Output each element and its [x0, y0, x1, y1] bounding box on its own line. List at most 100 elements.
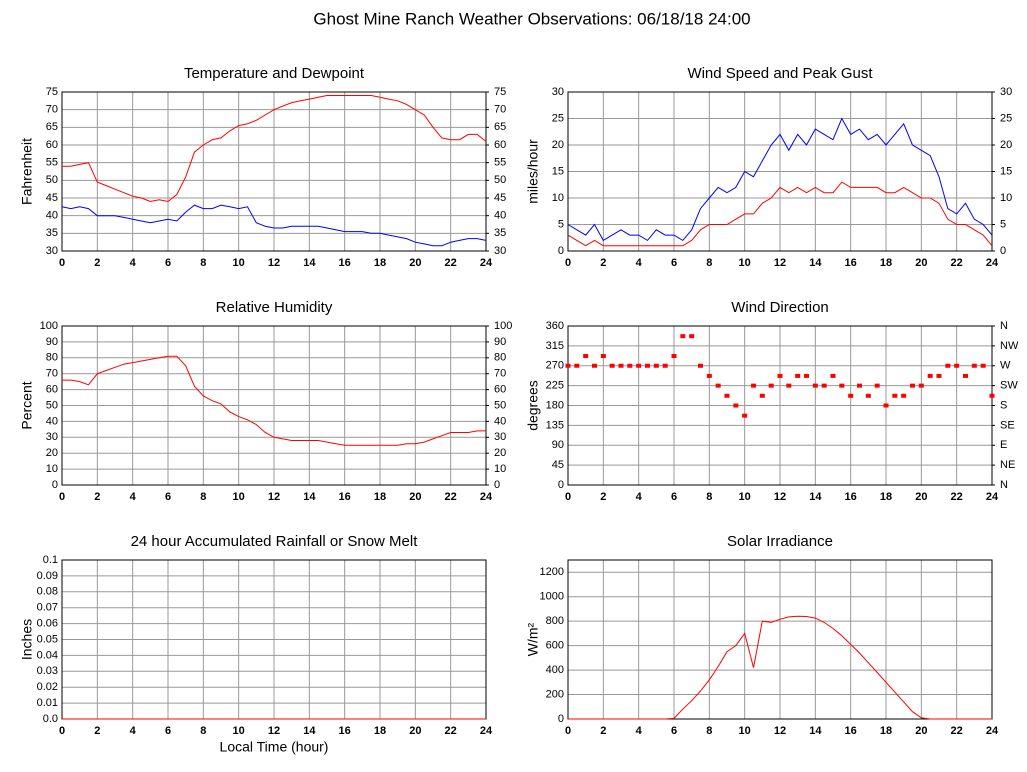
y2-tick-label: 0: [1000, 245, 1006, 257]
y-axis-label: Inches: [19, 619, 35, 660]
data-point: [963, 373, 968, 378]
y-tick-label: 1200: [540, 566, 564, 578]
x-tick-label: 2: [94, 491, 100, 503]
y-tick-label: 0.1: [43, 554, 58, 566]
y-tick-label: 30: [46, 431, 58, 443]
data-point: [786, 383, 792, 388]
y-tick-label: 400: [546, 664, 564, 676]
x-tick-label: 0: [59, 491, 65, 503]
y-tick-label: 90: [46, 336, 58, 348]
y-tick-label: 45: [552, 459, 564, 471]
y2-tick-label: 20: [494, 447, 506, 459]
data-point: [804, 373, 809, 378]
y-tick-label: 1000: [540, 591, 564, 603]
data-point: [583, 354, 589, 359]
x-tick-label: 18: [374, 491, 386, 503]
y2-tick-label: 50: [494, 174, 506, 186]
data-point: [865, 393, 871, 398]
x-tick-label: 20: [409, 491, 421, 503]
y2-tick-label: NW: [1000, 340, 1019, 352]
data-line: [62, 95, 487, 203]
y-tick-label: 65: [46, 121, 58, 133]
data-line: [568, 615, 992, 720]
x-tick-label: 6: [165, 725, 171, 737]
y-tick-label: 5: [558, 218, 564, 230]
x-tick-label: 22: [445, 257, 457, 269]
data-point: [768, 383, 774, 388]
x-tick-label: 4: [130, 725, 137, 737]
y-axis-label: Percent: [19, 381, 35, 429]
y-tick-label: 315: [546, 340, 564, 352]
x-tick-label: 12: [774, 725, 786, 737]
x-tick-label: 2: [600, 257, 606, 269]
x-tick-label: 10: [739, 257, 751, 269]
data-point: [565, 363, 571, 368]
data-point: [706, 373, 712, 378]
data-point: [910, 383, 915, 388]
y2-tick-label: 25: [1000, 112, 1012, 124]
x-tick-label: 12: [268, 491, 280, 503]
x-tick-label: 22: [445, 725, 457, 737]
y2-tick-label: N: [1000, 479, 1008, 491]
y-tick-label: 0.03: [37, 665, 58, 677]
y-tick-label: 0.07: [37, 602, 58, 614]
x-tick-label: 2: [94, 725, 100, 737]
data-point: [892, 393, 898, 398]
data-point: [645, 363, 650, 368]
data-point: [936, 373, 942, 378]
y-axis-label: W/m²: [525, 622, 541, 656]
x-tick-label: 20: [915, 725, 927, 737]
y2-tick-label: 10: [494, 463, 506, 475]
y2-tick-label: SW: [1000, 380, 1018, 392]
y-tick-label: 360: [546, 320, 564, 332]
data-point: [671, 354, 677, 359]
y-tick-label: 0: [558, 479, 564, 491]
y-axis-label: degrees: [525, 380, 541, 431]
y-tick-label: 225: [546, 380, 564, 392]
data-point: [680, 334, 686, 339]
x-tick-label: 10: [233, 491, 245, 503]
page-title: Ghost Mine Ranch Weather Observations: 0…: [313, 9, 750, 28]
data-point: [848, 393, 854, 398]
data-point: [627, 363, 633, 368]
x-tick-label: 2: [94, 257, 100, 269]
y2-tick-label: 60: [494, 384, 506, 396]
y-tick-label: 50: [46, 399, 58, 411]
data-line: [62, 355, 486, 446]
y-tick-label: 15: [552, 165, 564, 177]
y-tick-label: 30: [552, 86, 564, 98]
y2-tick-label: 60: [494, 139, 506, 151]
y-tick-label: 25: [552, 112, 564, 124]
y-tick-label: 0.05: [37, 633, 58, 645]
data-point: [600, 354, 606, 359]
x-tick-label: 22: [951, 257, 963, 269]
y-tick-label: 10: [46, 463, 58, 475]
y-tick-label: 10: [552, 192, 564, 204]
chart-title: Wind Speed and Peak Gust: [687, 65, 873, 82]
data-point: [733, 403, 739, 408]
plot-frame: [567, 559, 993, 720]
y2-tick-label: 20: [1000, 139, 1012, 151]
data-line: [567, 117, 993, 242]
y2-tick-label: 75: [494, 86, 506, 98]
y2-tick-label: S: [1000, 399, 1007, 411]
data-point: [945, 363, 951, 368]
y2-tick-label: 70: [494, 104, 506, 116]
y-tick-label: 0: [52, 479, 58, 491]
y-tick-label: 90: [552, 439, 564, 451]
y-tick-label: 40: [46, 415, 58, 427]
x-tick-label: 6: [671, 725, 677, 737]
y-tick-label: 100: [40, 320, 58, 332]
x-tick-label: 0: [565, 257, 571, 269]
y2-tick-label: 35: [494, 227, 506, 239]
chart-title: Temperature and Dewpoint: [184, 65, 365, 82]
x-tick-label: 8: [200, 725, 206, 737]
plot-frame: [61, 325, 487, 486]
x-tick-label: 24: [480, 725, 493, 737]
data-point: [821, 383, 827, 388]
x-tick-label: 16: [339, 725, 351, 737]
x-tick-label: 16: [339, 257, 351, 269]
x-tick-label: 8: [706, 257, 712, 269]
x-tick-label: 2: [600, 725, 606, 737]
data-point: [715, 383, 721, 388]
